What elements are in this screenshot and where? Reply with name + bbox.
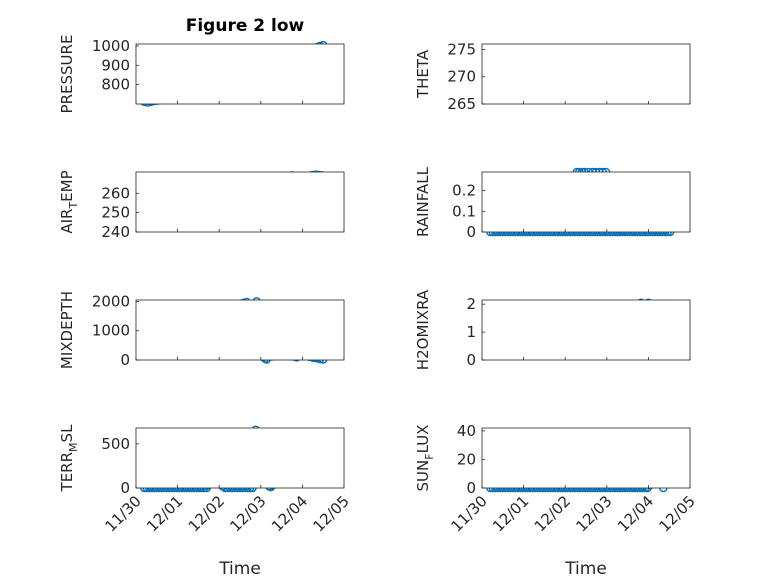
axes-frame [135,299,345,361]
y-axis-label: AIRTEMP [58,170,80,233]
y-axis-label: MIXDEPTH [58,291,76,369]
y-tick-label: 2000 [92,292,130,310]
axes-frame [135,171,345,233]
y-tick-label: 250 [101,204,130,222]
y-tick-label: 40 [457,422,476,440]
y-tick-label: 900 [101,56,130,74]
y-tick-label: 0 [466,351,476,369]
y-axis-label: H2OMIXRA [414,289,432,370]
subplot-theta: 265 270 275 THETA [414,40,691,113]
y-tick-label: 1000 [92,322,130,340]
y-tick-label: 0 [120,351,130,369]
x-axis-label: Time [218,559,261,579]
y-tick-label: 275 [447,40,476,58]
axes-frame [481,299,691,361]
axes-frame [481,43,691,105]
y-tick-label: 0.2 [452,182,476,200]
y-tick-label: 260 [101,184,130,202]
y-axis-label: THETA [414,49,432,99]
y-tick-label: 20 [457,450,476,468]
axes-frame [135,43,345,105]
y-axis-label: TERRMSL [58,424,80,493]
y-tick-label: 800 [101,76,130,94]
y-tick-label: 270 [447,68,476,86]
x-axis-label: Time [564,559,607,579]
subplot-mixdepth: 0 1000 2000 MIXDEPTH [58,291,345,369]
y-tick-label: 500 [101,435,130,453]
figure-title: Figure 2 low [186,16,305,36]
y-axis-label: SUNFLUX [414,425,436,492]
y-tick-label: 1 [466,323,476,341]
y-tick-label: 0 [466,479,476,497]
y-tick-label: 0.1 [452,202,476,220]
y-tick-label: 0 [466,223,476,241]
subplot-h2omixra: 0 1 2 H2OMIXRA [414,289,691,370]
y-axis-label: PRESSURE [58,35,76,114]
y-tick-label: 240 [101,223,130,241]
y-tick-label: 265 [447,95,476,113]
axes-frame [481,171,691,233]
axes-frame [135,427,345,489]
y-tick-label: 0 [120,479,130,497]
subplot-rainfall: 0 0.1 0.2 RAINFALL [414,166,691,241]
y-axis-label: RAINFALL [414,166,432,237]
y-tick-label: 1000 [92,37,130,55]
axes-frame [481,427,691,489]
y-tick-label: 2 [466,295,476,313]
